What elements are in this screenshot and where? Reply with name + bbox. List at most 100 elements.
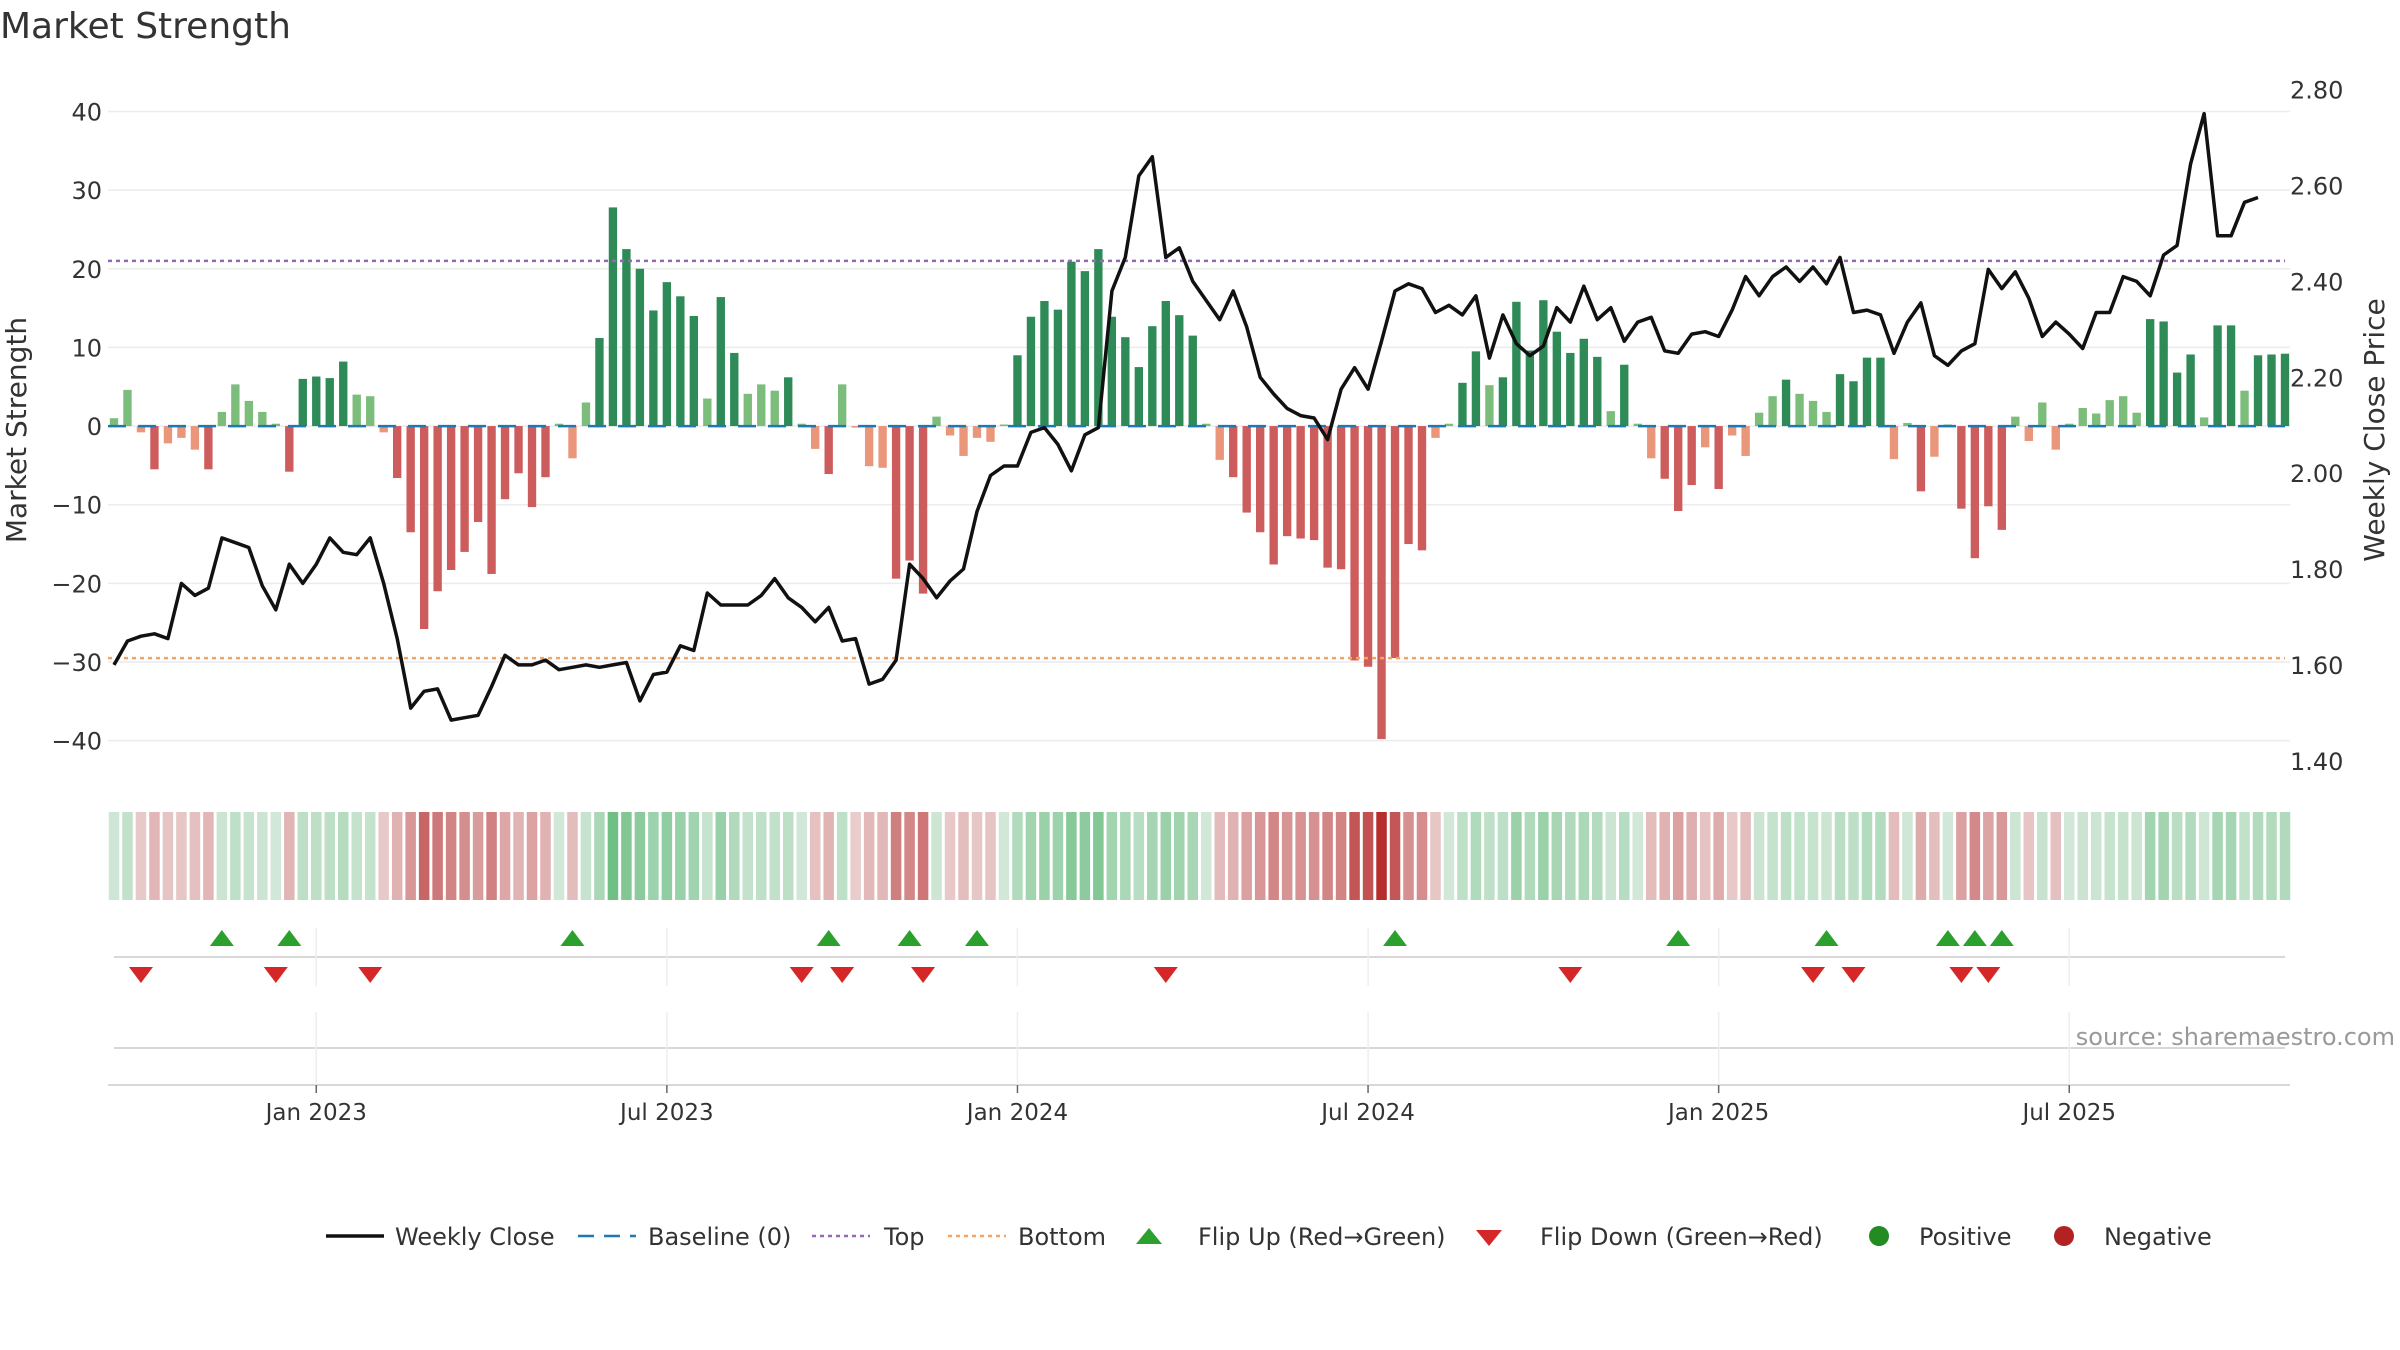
strength-strip-cell xyxy=(1565,812,1576,900)
strength-bar xyxy=(1498,377,1508,427)
flip-down-marker xyxy=(128,967,153,983)
strength-bar xyxy=(2024,426,2033,442)
strength-strip-cell xyxy=(203,812,214,900)
strength-bar xyxy=(1889,426,1899,460)
strength-bar xyxy=(608,207,618,427)
left-tick-label: −10 xyxy=(51,492,102,520)
strength-bar xyxy=(1363,426,1373,667)
strength-strip-cell xyxy=(1726,812,1738,900)
strength-bar xyxy=(1013,355,1022,427)
strength-strip-cell xyxy=(1902,812,1913,900)
flip-up-marker xyxy=(897,930,922,946)
strength-strip-cell xyxy=(863,812,875,900)
strength-bar xyxy=(2078,407,2087,427)
strength-bar xyxy=(1822,411,1831,427)
strength-strip-cell xyxy=(2063,812,2075,900)
strength-strip-cell xyxy=(1861,812,1873,900)
strength-bar xyxy=(527,426,537,508)
strength-bar xyxy=(325,378,334,427)
strength-strip-cell xyxy=(836,812,848,900)
strength-strip-cell xyxy=(2090,812,2102,900)
left-axis-ticks: 40 30 20 10 0 −10 −20 −30 −40 xyxy=(51,98,102,755)
strength-strip-cell xyxy=(1767,812,1778,900)
strength-strip-cell xyxy=(297,812,309,900)
strength-strip-cell xyxy=(1605,812,1617,900)
strength-strip-cell xyxy=(1484,812,1495,900)
strength-strip-cell xyxy=(2023,812,2035,900)
strength-strip-cell xyxy=(1538,812,1549,900)
strength-bar xyxy=(824,426,833,475)
flip-down-marker xyxy=(1976,967,2001,983)
strength-bar xyxy=(1903,422,1912,427)
strength-bar xyxy=(1215,426,1224,460)
flip-up-marker xyxy=(1666,930,1691,946)
reference-lines xyxy=(108,259,2285,660)
strength-strip-cell xyxy=(1187,812,1199,900)
strength-bar xyxy=(190,426,200,450)
strength-strip-cell xyxy=(944,812,956,900)
strength-bar xyxy=(298,378,307,427)
strength-bar xyxy=(1242,426,1251,513)
strength-bar xyxy=(1930,426,1939,457)
strength-bar xyxy=(1107,316,1117,427)
strength-bar xyxy=(2240,390,2249,427)
strength-bar xyxy=(1053,309,1063,427)
strength-strip-cell xyxy=(216,812,228,900)
strength-strip-cell xyxy=(2279,812,2291,900)
strength-strip-cell xyxy=(337,812,349,900)
legend-negative-swatch xyxy=(2054,1226,2074,1246)
left-tick-label: 20 xyxy=(71,256,102,284)
strength-bar xyxy=(662,282,672,427)
strength-bar xyxy=(244,400,254,427)
strength-bar xyxy=(123,389,132,427)
strength-bar xyxy=(1768,396,1777,427)
left-tick-label: 40 xyxy=(71,98,102,126)
strength-strip-cell xyxy=(1699,812,1711,900)
strength-strip-cell xyxy=(567,812,578,900)
strength-strip-cell xyxy=(1281,812,1293,900)
date-tick-label: Jan 2025 xyxy=(1666,1100,1769,1126)
strength-bar xyxy=(1714,426,1723,489)
strength-bar xyxy=(1579,338,1588,427)
strength-bar xyxy=(1417,426,1427,551)
strength-strip-cell xyxy=(1794,812,1805,900)
strength-bar xyxy=(891,426,901,579)
strength-bar xyxy=(339,361,348,427)
strength-strip-cell xyxy=(1713,812,1724,900)
strength-bar xyxy=(2011,416,2020,427)
strength-strip-cell xyxy=(1780,812,1792,900)
strength-bar xyxy=(2280,353,2290,427)
strength-bar xyxy=(1188,335,1197,427)
strength-bar xyxy=(1471,351,1481,427)
strength-strip-cell xyxy=(1659,812,1670,900)
strength-strip-cell xyxy=(594,812,605,900)
strength-bar xyxy=(1350,426,1359,661)
right-tick-label: 2.20 xyxy=(2290,364,2343,392)
flip-markers xyxy=(114,930,2285,1049)
strength-strip-cell xyxy=(1875,812,1886,900)
strength-strip-cell xyxy=(553,812,565,900)
strength-bar xyxy=(918,426,928,594)
strength-bar xyxy=(1134,367,1143,427)
strength-strip-cell xyxy=(958,812,969,900)
strength-bar xyxy=(999,424,1009,427)
date-tick-label: Jul 2025 xyxy=(2020,1100,2116,1126)
strength-strip-cell xyxy=(2037,812,2048,900)
right-tick-label: 1.80 xyxy=(2290,556,2343,584)
strength-strip-cell xyxy=(823,812,834,900)
strength-bar xyxy=(1633,423,1642,427)
strength-bar xyxy=(1808,400,1818,427)
strength-bar xyxy=(1444,423,1454,427)
strength-strip-cell xyxy=(1942,812,1954,900)
strength-strip-cell xyxy=(230,812,241,900)
strength-strip-cell xyxy=(1093,812,1104,900)
strength-strip-cell xyxy=(1214,812,1225,900)
strength-bar xyxy=(784,377,793,427)
strength-strip-cell xyxy=(1457,812,1468,900)
strength-strip-cell xyxy=(1969,812,1981,900)
strength-strip-cell xyxy=(1295,812,1306,900)
left-tick-label: −40 xyxy=(51,728,102,756)
flip-down-marker xyxy=(1153,967,1178,983)
strength-bar xyxy=(1080,271,1090,427)
